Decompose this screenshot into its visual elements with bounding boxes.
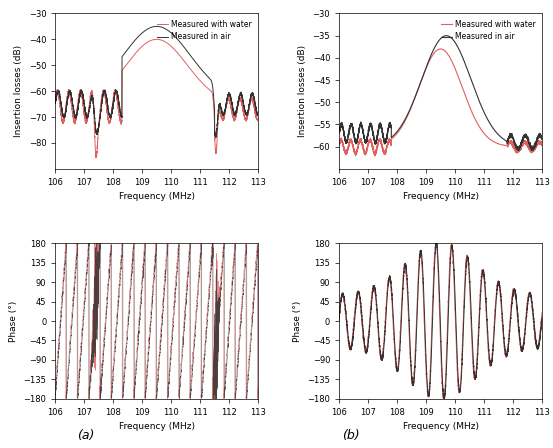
Measured in air <box>413 90 420 96</box>
Measured with water <box>468 108 474 113</box>
Measured in air <box>89 94 96 99</box>
Text: (a): (a) <box>77 429 95 442</box>
X-axis label: Frequency (MHz): Frequency (MHz) <box>119 192 195 202</box>
Measured in air <box>129 40 136 46</box>
Measured in air <box>503 138 509 143</box>
Measured in air <box>212 135 219 140</box>
X-axis label: Frequency (MHz): Frequency (MHz) <box>403 192 478 202</box>
Legend: Measured with water, Measured in air: Measured with water, Measured in air <box>154 17 254 43</box>
Line: Measured in air: Measured in air <box>55 26 258 138</box>
Text: (b): (b) <box>342 429 360 442</box>
Measured with water <box>204 85 210 90</box>
Measured with water <box>129 54 136 59</box>
X-axis label: Frequency (MHz): Frequency (MHz) <box>119 422 195 431</box>
Measured in air <box>373 139 379 144</box>
Measured with water <box>52 97 59 103</box>
Measured in air <box>52 100 59 105</box>
Measured in air <box>204 73 210 78</box>
Legend: Measured with water, Measured in air: Measured with water, Measured in air <box>439 17 538 43</box>
Measured in air <box>457 51 464 56</box>
X-axis label: Frequency (MHz): Frequency (MHz) <box>403 422 478 431</box>
Measured in air <box>468 77 474 82</box>
Line: Measured with water: Measured with water <box>55 39 258 158</box>
Measured with water <box>153 37 160 42</box>
Measured in air <box>539 137 545 142</box>
Measured in air <box>184 48 191 54</box>
Measured with water <box>184 62 191 68</box>
Y-axis label: Insertion losses (dB): Insertion losses (dB) <box>298 45 307 137</box>
Measured with water <box>372 153 378 159</box>
Measured with water <box>487 137 494 142</box>
Measured in air <box>336 129 342 134</box>
Measured with water <box>503 143 509 148</box>
Measured with water <box>89 89 96 95</box>
Measured in air <box>174 36 180 41</box>
Measured with water <box>539 143 545 148</box>
Measured in air <box>255 112 262 118</box>
Measured with water <box>437 46 444 52</box>
Measured in air <box>443 33 450 39</box>
Measured with water <box>414 90 420 96</box>
Measured in air <box>153 24 160 29</box>
Measured with water <box>219 116 226 122</box>
Y-axis label: Insertion losses (dB): Insertion losses (dB) <box>14 45 23 137</box>
Measured with water <box>255 116 262 122</box>
Line: Measured with water: Measured with water <box>339 49 542 156</box>
Measured in air <box>487 122 494 127</box>
Measured with water <box>457 81 464 86</box>
Line: Measured in air: Measured in air <box>339 36 542 151</box>
Measured with water <box>93 155 100 160</box>
Measured with water <box>336 142 342 147</box>
Measured with water <box>174 50 180 55</box>
Y-axis label: Phase (°): Phase (°) <box>293 301 302 342</box>
Measured in air <box>219 110 226 115</box>
Y-axis label: Phase (°): Phase (°) <box>9 301 18 342</box>
Measured in air <box>529 148 535 153</box>
Measured with water <box>373 148 379 154</box>
